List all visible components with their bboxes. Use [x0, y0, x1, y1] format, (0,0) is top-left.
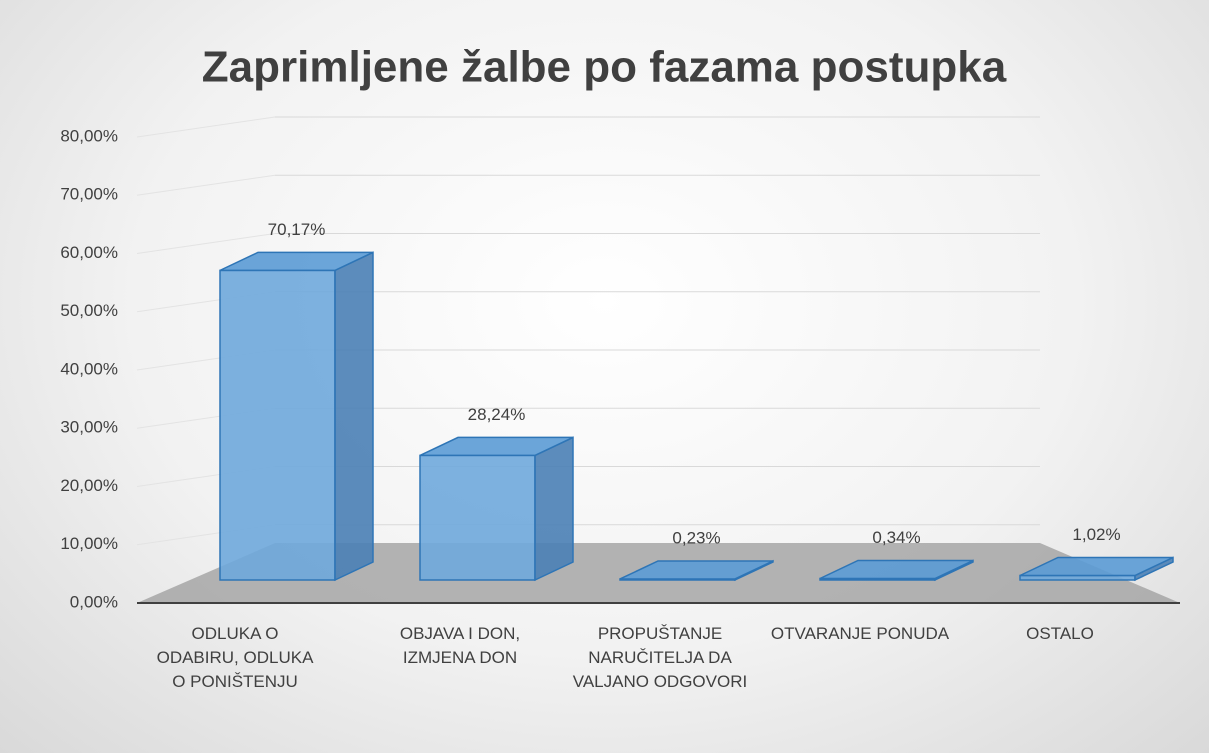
bar-face [334, 251, 374, 582]
y-tick-label: 80,00% [60, 126, 118, 145]
bar-face [419, 454, 536, 581]
y-tick-label: 30,00% [60, 418, 118, 437]
data-label: 0,23% [672, 528, 720, 547]
x-tick-label: PROPUŠTANJE NARUČITELJA DA VALJANO ODGOV… [572, 624, 748, 691]
bar [219, 251, 374, 582]
bar-face [219, 269, 336, 581]
bar-face [1019, 556, 1174, 577]
data-label: 70,17% [268, 220, 326, 239]
y-tick-label: 40,00% [60, 359, 118, 378]
y-tick-label: 60,00% [60, 243, 118, 262]
bar-face [219, 251, 374, 272]
y-tick-label: 0,00% [70, 592, 118, 611]
data-label: 0,34% [872, 528, 920, 547]
y-tick-label: 70,00% [60, 185, 118, 204]
x-tick-label: OTVARANJE PONUDA [770, 624, 950, 643]
bar-face [534, 436, 574, 582]
bar-face [619, 560, 774, 580]
data-label: 1,02% [1072, 525, 1120, 544]
y-tick-label: 50,00% [60, 301, 118, 320]
bar [419, 436, 574, 582]
y-tick-label: 20,00% [60, 476, 118, 495]
x-tick-label: OBJAVA I DON, IZMJENA DON [399, 624, 521, 667]
y-tick-label: 10,00% [60, 534, 118, 553]
grid-line [136, 174, 276, 196]
bar [1019, 556, 1174, 582]
x-tick-label: ODLUKA O ODABIRU, ODLUKA O PONIŠTENJU [156, 624, 314, 691]
data-label: 28,24% [468, 405, 526, 424]
bar-face [819, 559, 974, 580]
bar [619, 559, 774, 582]
grid-line [136, 233, 276, 254]
bar [819, 559, 974, 582]
x-tick-label: OSTALO [1026, 624, 1094, 643]
grid-line [136, 116, 276, 138]
bar-face [419, 436, 574, 457]
chart-title: Zaprimljene žalbe po fazama postupka [202, 43, 1007, 92]
